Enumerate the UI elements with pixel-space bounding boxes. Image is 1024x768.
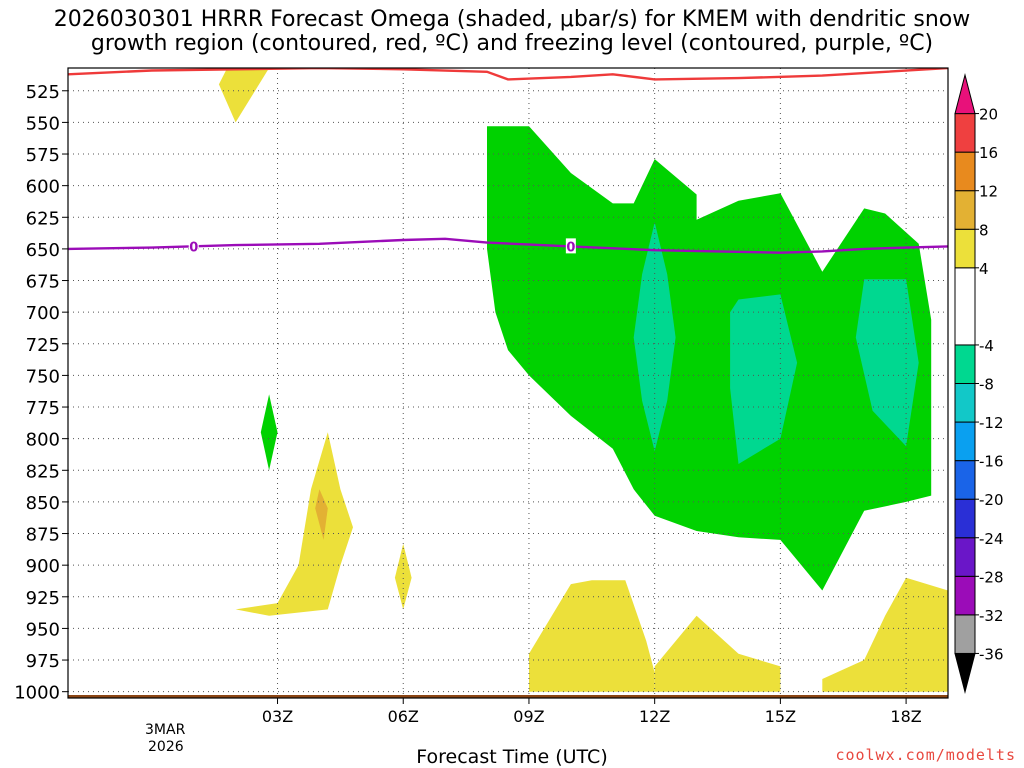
y-tick-label: 1000 [14,683,60,704]
x-tick-label: 15Z [765,707,796,726]
colorbar-tick-label: -20 [979,491,1004,509]
y-tick-label: 675 [26,272,60,293]
colorbar-tick-label: 8 [979,221,989,239]
colorbar-tick-label: -4 [979,337,994,355]
colorbar-band [954,267,976,346]
colorbar-band [954,113,976,153]
surface-band [68,695,948,698]
contour-label-bg [565,238,576,254]
colorbar-band [954,575,976,616]
y-tick-label: 600 [26,177,60,198]
omega-region-sink-sfc-18z [822,577,948,692]
y-tick-label: 850 [26,493,60,514]
colorbar-band [954,228,976,269]
colorbar-tick-label: -32 [979,607,1004,625]
omega-region-sink-small-06z [394,543,412,610]
colorbar-tick-label: -16 [979,453,1004,471]
colorbar-band [954,151,976,192]
omega-region-ascent-core-18z [855,279,919,447]
contour-line [68,68,948,81]
chart-title-line1: 2026030301 HRRR Forecast Omega (shaded, … [53,7,971,32]
chart-title-line2: growth region (contoured, red, ºC) and f… [90,31,934,56]
omega-region-sink-low-04z [235,432,353,616]
y-tick-label: 950 [26,619,60,640]
y-tick-label: 875 [26,525,60,546]
x-tick-label: 06Z [388,707,419,726]
credit-link[interactable]: coolwx.com/modelts [835,746,1016,764]
colorbar-tick-label: -12 [979,414,1004,432]
colorbar-band [954,537,976,577]
x-tick-label: 18Z [890,707,921,726]
colorbar-tick-label: 4 [979,260,989,278]
y-tick-label: 550 [26,113,60,134]
y-tick-label: 825 [26,461,60,482]
contour-label-bg [188,238,199,254]
colorbar-tick-label: 16 [979,144,998,162]
colorbar-tick-label: -28 [979,568,1004,586]
x-tick-label: 03Z [262,707,293,726]
colorbar-band [954,344,976,384]
omega-region-sink-top-left [218,68,270,123]
omega-region-ascent-core-12z [633,222,676,452]
date-month-label: 3MAR [145,722,186,738]
contour-label: 0 [189,240,198,255]
omega-region-ascent-core-15z [730,294,798,464]
y-tick-label: 650 [26,240,60,261]
plot-frame [67,67,949,699]
y-tick-label: 900 [26,556,60,577]
x-tick-label: 12Z [639,707,670,726]
y-tick-label: 800 [26,430,60,451]
colorbar-tick-label: -36 [979,645,1004,663]
colorbar-band [954,421,976,462]
colorbar-tick-label: -24 [979,530,1004,548]
contour-label: 0 [566,240,575,255]
colorbar-tick-label: -8 [979,376,994,394]
y-tick-label: 975 [26,651,60,672]
colorbar-band [954,190,976,230]
x-axis-label: Forecast Time (UTC) [416,746,608,768]
y-tick-label: 775 [26,398,60,419]
y-tick-label: 525 [26,82,60,103]
colorbar-band [954,614,976,654]
colorbar-band [954,460,976,500]
y-tick-label: 575 [26,145,60,166]
y-tick-label: 625 [26,208,60,229]
y-tick-label: 725 [26,335,60,356]
y-tick-label: 700 [26,303,60,324]
colorbar-tick-label: 12 [979,183,998,201]
omega-region-weak-ascent-main [487,126,932,591]
date-year-label: 2026 [148,739,184,755]
y-tick-label: 750 [26,366,60,387]
omega-region-sink-sfc-10z [529,580,655,692]
colorbar-band [954,383,976,423]
colorbar-band [954,498,976,539]
omega-region-sink-small-0130z [260,394,278,471]
colorbar-tick-label: 20 [979,106,998,124]
y-tick-label: 925 [26,588,60,609]
colorbar-band-max [954,73,976,115]
contour-line [68,237,948,254]
x-tick-label: 09Z [513,707,544,726]
omega-region-sink-sfc-13z [654,615,781,692]
colorbar-band-min [954,652,976,694]
